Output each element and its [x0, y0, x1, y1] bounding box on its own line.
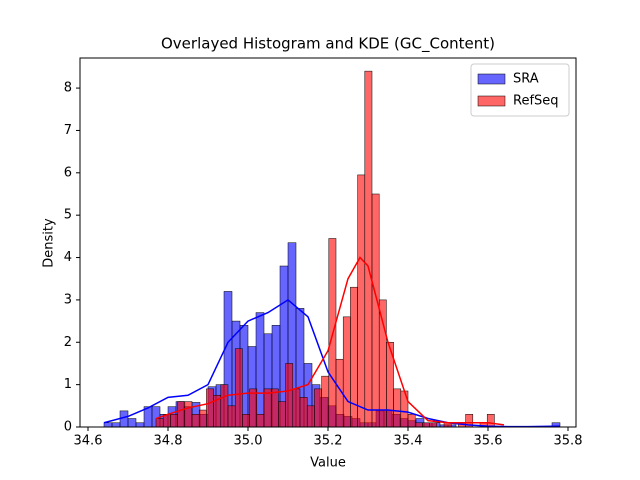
histogram-bar [127, 418, 137, 428]
histogram-bar [135, 422, 145, 428]
histogram-bar [314, 388, 322, 428]
histogram-bar [371, 193, 380, 428]
histogram-bar [155, 418, 164, 428]
x-tick-label: 35.4 [394, 434, 423, 449]
histogram-bar [184, 401, 193, 428]
x-tick-label: 35.2 [314, 434, 343, 449]
histogram-bar [393, 388, 402, 428]
x-axis-label: Value [310, 456, 346, 471]
histogram-bar [422, 422, 430, 428]
y-tick-label: 5 [64, 208, 72, 223]
histogram-bar [486, 414, 495, 428]
histogram-bar [103, 422, 113, 428]
histogram-bar [306, 405, 315, 428]
legend-swatch [477, 73, 506, 85]
histogram-bar [350, 286, 358, 428]
plot-frame [79, 57, 577, 428]
histogram-bar [278, 401, 286, 428]
histogram-bar [206, 388, 214, 428]
x-tick-label: 35.6 [474, 434, 503, 449]
x-tick-label: 34.8 [154, 434, 183, 449]
histogram-bar [407, 414, 416, 428]
histogram-bar [263, 388, 272, 428]
histogram-bar [242, 414, 250, 428]
histogram-bar [342, 316, 351, 428]
histogram-bar [227, 405, 236, 428]
histogram-bar [220, 384, 229, 428]
kde-line [103, 298, 561, 428]
histogram-bar [357, 174, 366, 428]
x-tick-label: 35.8 [554, 434, 583, 449]
histogram-bar [378, 299, 387, 428]
y-axis-label: Density [42, 218, 57, 268]
y-tick-label: 4 [64, 250, 72, 265]
histogram-bar [177, 401, 186, 428]
histogram-bar [191, 414, 200, 428]
y-tick-label: 8 [64, 81, 72, 96]
histogram-bar [234, 348, 243, 428]
histogram-bar [429, 422, 438, 428]
legend-swatch [477, 95, 506, 107]
histogram-bar [414, 422, 423, 428]
histogram-bar [249, 388, 258, 428]
x-tick-label: 34.6 [74, 434, 103, 449]
legend-label: RefSeq [513, 94, 559, 109]
y-tick-label: 0 [64, 420, 72, 435]
histogram-bar [270, 388, 279, 428]
histogram-bar [285, 363, 294, 428]
y-tick-label: 7 [64, 123, 72, 138]
histogram-bar [111, 422, 121, 428]
y-tick-label: 3 [64, 292, 72, 307]
y-tick-label: 6 [64, 165, 72, 180]
histogram-bar [256, 414, 265, 428]
histogram-bar [292, 388, 301, 428]
histogram-bar [170, 414, 178, 428]
x-tick-label: 35.0 [234, 434, 263, 449]
histogram-bar [299, 397, 308, 428]
histogram-bar [198, 409, 207, 428]
histogram-bar [364, 70, 373, 428]
legend-label: SRA [513, 72, 539, 87]
kde-line [155, 256, 505, 426]
histogram-bar [321, 375, 330, 428]
histogram-bar [255, 312, 265, 428]
y-tick-label: 2 [64, 335, 72, 350]
y-tick-label: 1 [64, 377, 72, 392]
chart-title: Overlayed Histogram and KDE (GC_Content) [161, 35, 495, 54]
